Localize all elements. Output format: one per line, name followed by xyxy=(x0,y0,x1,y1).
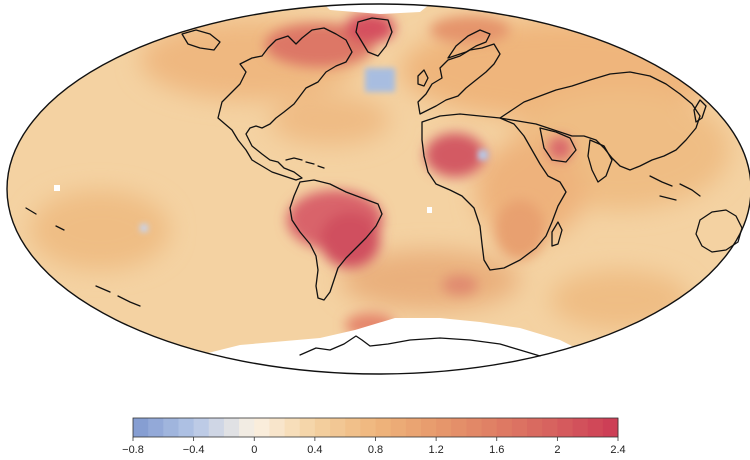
india-coastline xyxy=(587,139,613,183)
cool-anomaly-patches xyxy=(140,68,488,232)
greenland-coastline xyxy=(355,17,393,57)
colorbar-cell xyxy=(148,418,164,437)
colorbar-cell xyxy=(481,418,498,437)
north-america-coastline xyxy=(217,27,353,181)
colorbar-cell xyxy=(284,418,301,437)
colorbar-tick-label: 1.2 xyxy=(428,444,443,456)
australia-coastline xyxy=(695,209,743,253)
japan-coastline xyxy=(693,99,707,123)
colorbar-ticks: −0.8 −0.4 0 0.4 0.8 1.2 1.6 2 2.4 xyxy=(122,437,626,456)
colorbar-cell xyxy=(511,418,528,437)
colorbar-cells xyxy=(133,418,619,437)
colorbar-cell xyxy=(208,418,225,437)
colorbar-cell xyxy=(572,418,589,437)
colorbar-tick-label: −0.8 xyxy=(122,444,144,456)
arctic-no-data-region xyxy=(320,4,435,14)
colorbar-tick-label: −0.4 xyxy=(183,444,205,456)
scandinavia-coastline xyxy=(447,29,491,59)
map-boundary xyxy=(6,3,750,375)
colorbar-cell xyxy=(527,418,543,437)
colorbar-cell xyxy=(330,418,346,437)
caribbean-islands-coastline xyxy=(285,157,325,169)
colorbar-cell xyxy=(133,418,149,437)
no-data-cell xyxy=(427,207,432,213)
southeast-asia-islands-coastline xyxy=(649,175,701,201)
colorbar-tick-label: 0.8 xyxy=(368,444,383,456)
colorbar-cell xyxy=(451,418,467,437)
colorbar-cell xyxy=(466,418,482,437)
colorbar-tick-label: 2.4 xyxy=(610,444,625,456)
no-data-cell xyxy=(54,185,60,191)
colorbar-cell xyxy=(254,418,270,437)
colorbar-cell xyxy=(163,418,179,437)
colorbar-cell xyxy=(193,418,210,437)
africa-coastline xyxy=(421,113,567,271)
madagascar-coastline xyxy=(551,221,563,247)
antarctica-coastline xyxy=(299,335,541,357)
colorbar-tick-label: 2 xyxy=(554,444,560,456)
pacific-islands-coastline xyxy=(25,207,141,307)
colorbar-cell xyxy=(314,418,331,437)
colorbar-cell xyxy=(360,418,376,437)
colorbar-tick-label: 0 xyxy=(251,444,257,456)
temperature-field xyxy=(7,4,750,374)
coastlines xyxy=(25,17,743,357)
colorbar-cell xyxy=(375,418,392,437)
colorbar-cell xyxy=(178,418,195,437)
british-isles-coastline xyxy=(417,69,429,87)
colorbar-cell xyxy=(269,418,285,437)
colorbar-cell xyxy=(299,418,316,437)
world-map xyxy=(6,3,750,375)
colorbar-cell xyxy=(239,418,255,437)
alaska-coastline xyxy=(181,29,221,51)
colorbar-cell xyxy=(542,418,558,437)
colorbar-cell xyxy=(602,418,619,437)
colorbar-cell xyxy=(390,418,407,437)
colorbar-cell xyxy=(557,418,573,437)
europe-coastline xyxy=(417,43,501,115)
colorbar-cell xyxy=(496,418,513,437)
colorbar-cell xyxy=(223,418,240,437)
south-america-coastline xyxy=(289,179,383,301)
colorbar-cell xyxy=(420,418,437,437)
colorbar-cell xyxy=(345,418,361,437)
colorbar-cell xyxy=(436,418,452,437)
asia-coastline xyxy=(499,71,701,171)
colorbar-tick-label: 0.4 xyxy=(307,444,322,456)
colorbar-tick-label: 1.6 xyxy=(489,444,504,456)
strong-anomaly-patches xyxy=(265,13,572,337)
colorbar-cell xyxy=(405,418,422,437)
arabian-peninsula-coastline xyxy=(539,127,577,163)
colorbar-cell xyxy=(587,418,604,437)
